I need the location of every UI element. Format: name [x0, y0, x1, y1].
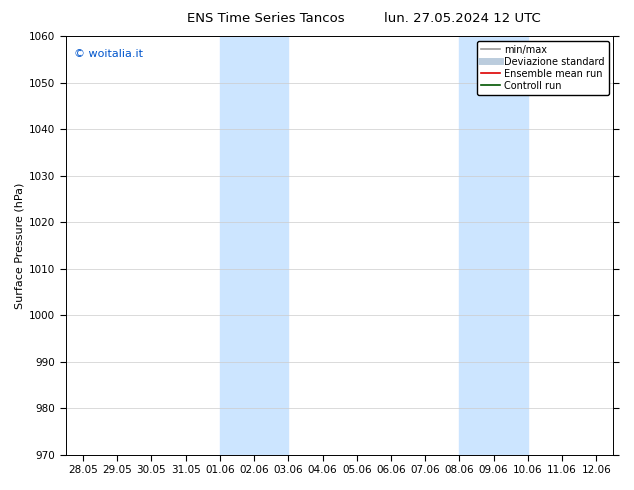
Text: ENS Time Series Tancos: ENS Time Series Tancos [188, 12, 345, 25]
Bar [460, 36, 528, 455]
Bar [220, 36, 288, 455]
Text: lun. 27.05.2024 12 UTC: lun. 27.05.2024 12 UTC [384, 12, 541, 25]
Y-axis label: Surface Pressure (hPa): Surface Pressure (hPa) [15, 182, 25, 309]
Legend: min/max, Deviazione standard, Ensemble mean run, Controll run: min/max, Deviazione standard, Ensemble m… [477, 41, 609, 95]
Text: © woitalia.it: © woitalia.it [74, 49, 143, 59]
